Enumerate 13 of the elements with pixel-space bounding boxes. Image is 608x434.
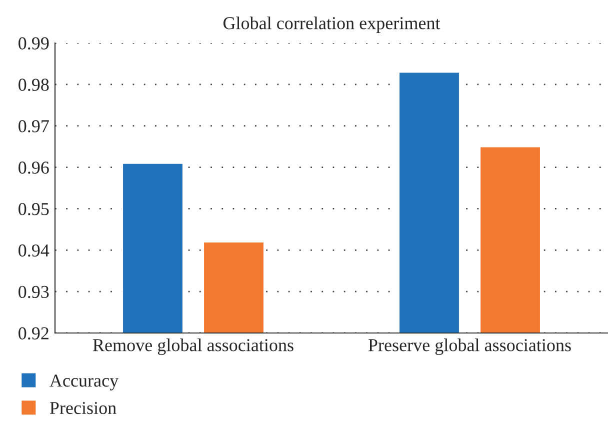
y-tick-label: 0.95	[18, 202, 49, 216]
y-tick-label: 0.93	[18, 286, 49, 298]
y-tick-label: 0.96	[18, 162, 49, 174]
legend-label: Accuracy	[50, 374, 119, 390]
chart-title: Global correlation experiment	[223, 16, 440, 33]
y-tick-label: 0.92	[18, 327, 48, 340]
y-tick-label: 0.97	[18, 120, 49, 132]
legend-label: Precision	[50, 402, 116, 414]
x-tick-label: Preserve global associations	[368, 338, 571, 355]
y-tick-label: 0.94	[18, 244, 50, 257]
y-tick-label: 0.99	[18, 37, 49, 50]
y-tick-label: 0.98	[18, 78, 49, 91]
x-tick-label: Remove global associations	[92, 338, 294, 355]
